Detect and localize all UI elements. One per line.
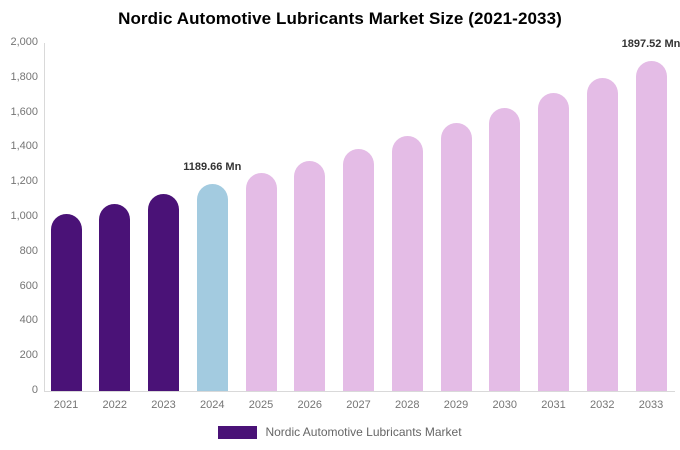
bar-value-label-2033: 1897.52 Mn xyxy=(621,37,680,50)
y-axis-line xyxy=(44,43,45,391)
bar-2023[interactable] xyxy=(148,194,179,391)
y-axis-tick-label-1,200: 1,200 xyxy=(10,175,38,188)
y-axis-tick-label-1,600: 1,600 xyxy=(10,105,38,118)
bar-2030[interactable] xyxy=(489,108,521,391)
x-axis-label-2027: 2027 xyxy=(346,399,371,411)
bar-2032[interactable] xyxy=(586,77,618,391)
bar-2031[interactable] xyxy=(538,93,569,391)
x-axis-label-2028: 2028 xyxy=(395,399,420,411)
bar-2029[interactable] xyxy=(440,122,472,391)
y-axis-tick-label-600: 600 xyxy=(19,279,38,292)
x-axis-label-2026: 2026 xyxy=(297,399,322,411)
x-axis-label-2033: 2033 xyxy=(638,399,664,411)
x-axis-label-2023: 2023 xyxy=(151,399,176,411)
y-axis-tick-label-1,800: 1,800 xyxy=(10,70,38,83)
legend-swatch[interactable] xyxy=(218,425,258,439)
y-axis-tick-label-200: 200 xyxy=(19,349,38,362)
bar-2025[interactable] xyxy=(245,172,277,391)
legend: Nordic Automotive Lubricants Market xyxy=(0,425,680,439)
bar-2027[interactable] xyxy=(343,149,374,391)
bar-2028[interactable] xyxy=(391,136,423,391)
bar-2024[interactable] xyxy=(196,183,228,391)
y-axis-tick-label-0: 0 xyxy=(31,384,38,396)
x-axis-label-2021: 2021 xyxy=(53,399,79,411)
bar-2026[interactable] xyxy=(294,161,326,391)
x-axis-label-2032: 2032 xyxy=(590,399,615,411)
chart-title: Nordic Automotive Lubricants Market Size… xyxy=(118,9,562,28)
x-axis-label-2029: 2029 xyxy=(443,399,469,411)
bar-2021[interactable] xyxy=(50,213,82,391)
legend-label[interactable]: Nordic Automotive Lubricants Market xyxy=(265,425,462,439)
y-axis-tick-label-400: 400 xyxy=(19,314,38,327)
x-axis-label-2022: 2022 xyxy=(102,399,127,411)
bar-2022[interactable] xyxy=(99,204,131,391)
x-axis-label-2031: 2031 xyxy=(541,399,566,411)
x-axis-label-2030: 2030 xyxy=(492,399,517,411)
x-axis-line xyxy=(44,391,675,392)
x-axis-label-2025: 2025 xyxy=(248,399,274,411)
y-axis-tick-label-2,000: 2,000 xyxy=(10,36,38,48)
x-axis-label-2024: 2024 xyxy=(200,399,225,411)
bar-value-label-2024: 1189.66 Mn xyxy=(183,160,242,173)
y-axis-tick-label-1,000: 1,000 xyxy=(10,210,38,222)
y-axis-tick-label-1,400: 1,400 xyxy=(10,140,38,153)
bar-2033[interactable] xyxy=(635,60,667,391)
y-axis-tick-label-800: 800 xyxy=(19,244,38,257)
